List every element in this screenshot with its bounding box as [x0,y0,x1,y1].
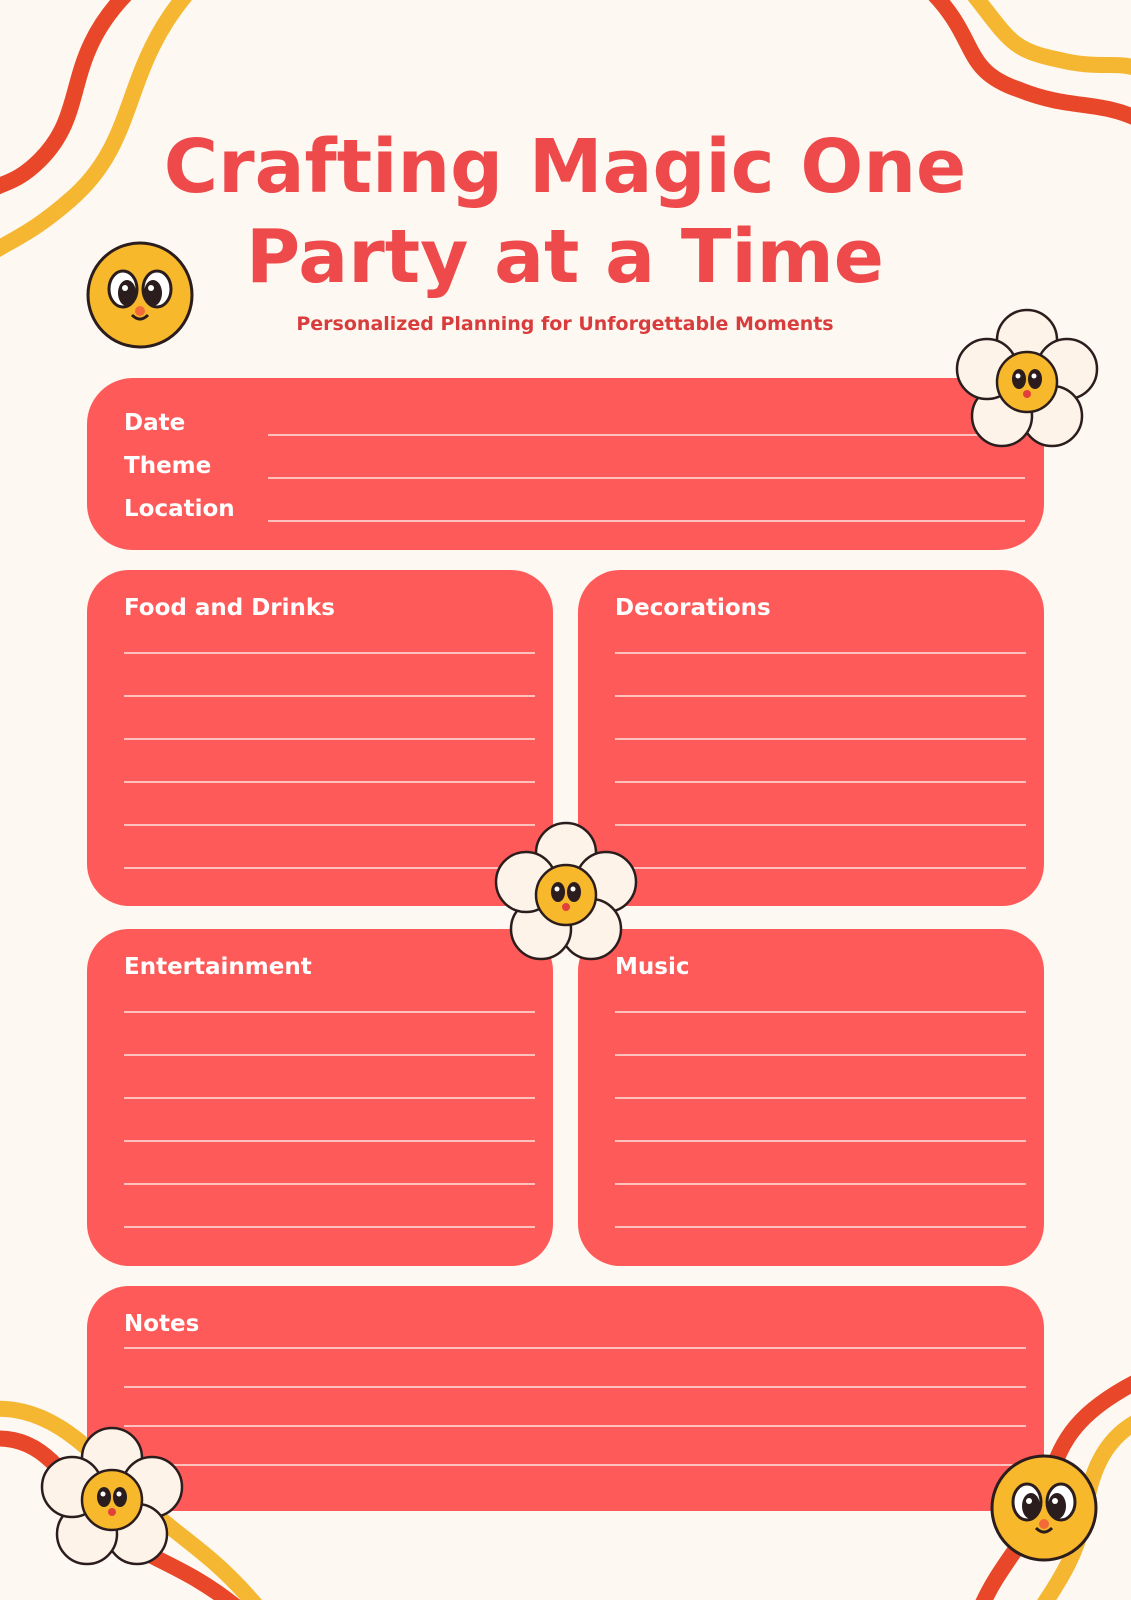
smiley-icon [990,1454,1098,1562]
details-box [87,378,1044,550]
smiley-icon [86,241,194,349]
subtitle: Personalized Planning for Unforgettable … [296,313,833,335]
field-label: Theme [124,453,211,479]
section-box [87,1286,1044,1511]
field-label: Date [124,410,185,436]
section-title: Food and Drinks [124,595,335,621]
title-line: Party at a Time [246,214,884,300]
section-title: Notes [124,1311,199,1337]
section-title: Decorations [615,595,771,621]
section-box [87,570,553,906]
section-box [578,570,1044,906]
title-line: Crafting Magic One [164,124,966,210]
section-title: Entertainment [124,954,312,980]
form: Date Theme Location Food and Drinks Decorati… [87,378,1044,1511]
section-title: Music [615,954,689,980]
field-label: Location [124,496,235,522]
